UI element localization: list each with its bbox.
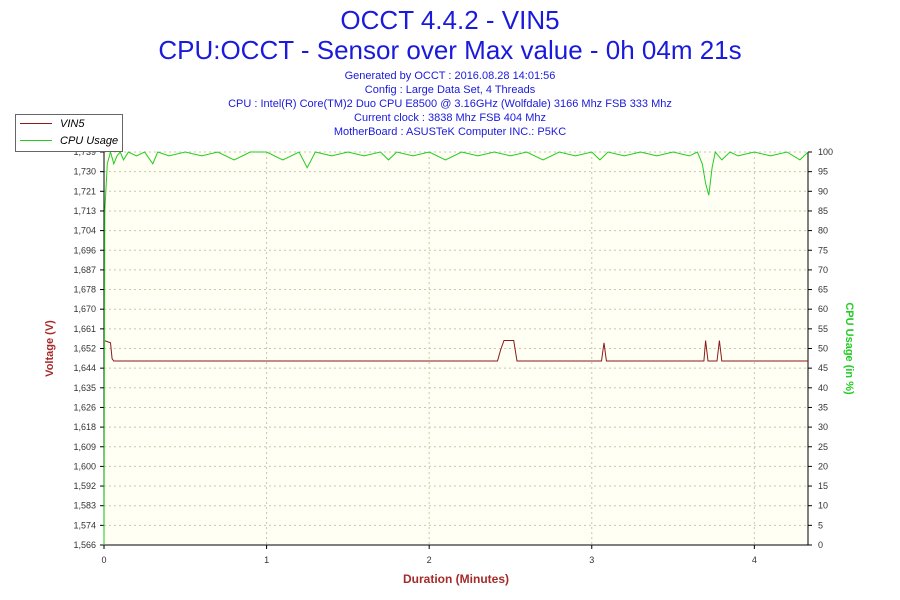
y-tick-label-right: 35 (818, 402, 828, 412)
y-tick-label-right: 50 (818, 344, 828, 354)
y-tick-label-left: 1,670 (73, 304, 96, 314)
y-tick-label-left: 1,566 (73, 540, 96, 550)
y-tick-label-right: 90 (818, 186, 828, 196)
y-tick-label-left: 1,687 (73, 265, 96, 275)
y-tick-label-right: 15 (818, 481, 828, 491)
y-tick-label-left: 1,696 (73, 245, 96, 255)
x-tick-label: 4 (752, 555, 757, 565)
info-generated: Generated by OCCT : 2016.08.28 14:01:56 (344, 70, 556, 82)
y-axis-title-right: CPU Usage (in %) (843, 302, 855, 395)
y-tick-label-right: 30 (818, 422, 828, 432)
chart-subtitle: CPU:OCCT - Sensor over Max value - 0h 04… (158, 35, 742, 65)
y-tick-label-left: 1,661 (73, 324, 96, 334)
y-tick-label-left: 1,739 (73, 147, 96, 157)
y-tick-label-right: 75 (818, 245, 828, 255)
y-tick-label-right: 20 (818, 461, 828, 471)
y-tick-label-right: 70 (818, 265, 828, 275)
info-motherboard: MotherBoard : ASUSTeK Computer INC.: P5K… (333, 126, 567, 138)
x-tick-label: 1 (264, 555, 269, 565)
legend-swatch-cpu-usage (20, 140, 52, 141)
y-tick-label-left: 1,626 (73, 402, 96, 412)
x-tick-label: 2 (427, 555, 432, 565)
chart-title: OCCT 4.4.2 - VIN5 (340, 5, 560, 35)
x-tick-label: 3 (589, 555, 594, 565)
x-tick-label: 0 (101, 555, 106, 565)
y-tick-label-right: 85 (818, 206, 828, 216)
y-tick-label-left: 1,721 (73, 186, 96, 196)
y-tick-label-left: 1,713 (73, 206, 96, 216)
y-tick-label-left: 1,600 (73, 461, 96, 471)
y-tick-label-right: 80 (818, 226, 828, 236)
y-axis-title-left: Voltage (V) (44, 320, 56, 377)
legend-label-cpu-usage: CPU Usage (60, 135, 119, 147)
legend-swatch-vin5 (20, 123, 52, 124)
legend: VIN5 CPU Usage (15, 114, 123, 152)
y-tick-label-left: 1,583 (73, 501, 96, 511)
info-current-clock: Current clock : 3838 Mhz FSB 404 Mhz (354, 112, 546, 124)
y-tick-label-right: 0 (818, 540, 823, 550)
series-line-cpu-usage (103, 150, 809, 546)
y-tick-label-left: 1,635 (73, 383, 96, 393)
legend-label-vin5: VIN5 (60, 118, 85, 130)
y-tick-label-left: 1,652 (73, 344, 96, 354)
y-tick-label-right: 40 (818, 383, 828, 393)
y-tick-label-left: 1,678 (73, 285, 96, 295)
y-tick-label-right: 65 (818, 285, 828, 295)
y-tick-label-left: 1,609 (73, 442, 96, 452)
x-axis-title: Duration (Minutes) (403, 572, 509, 586)
y-tick-label-right: 95 (818, 167, 828, 177)
y-tick-label-right: 55 (818, 324, 828, 334)
y-tick-label-left: 1,704 (73, 226, 96, 236)
y-tick-label-left: 1,574 (73, 520, 96, 530)
y-tick-label-left: 1,592 (73, 481, 96, 491)
info-cpu: CPU : Intel(R) Core(TM)2 Duo CPU E8500 @… (228, 98, 672, 110)
y-tick-label-left: 1,730 (73, 167, 96, 177)
y-tick-label-right: 10 (818, 501, 828, 511)
y-tick-label-right: 25 (818, 442, 828, 452)
y-tick-label-left: 1,644 (73, 363, 96, 373)
info-config: Config : Large Data Set, 4 Threads (364, 84, 536, 96)
series-line-vin5 (103, 340, 808, 362)
y-tick-label-right: 5 (818, 520, 823, 530)
y-tick-label-right: 60 (818, 304, 828, 314)
y-tick-label-left: 1,618 (73, 422, 96, 432)
y-tick-label-right: 45 (818, 363, 828, 373)
y-tick-label-right: 100 (818, 147, 833, 157)
